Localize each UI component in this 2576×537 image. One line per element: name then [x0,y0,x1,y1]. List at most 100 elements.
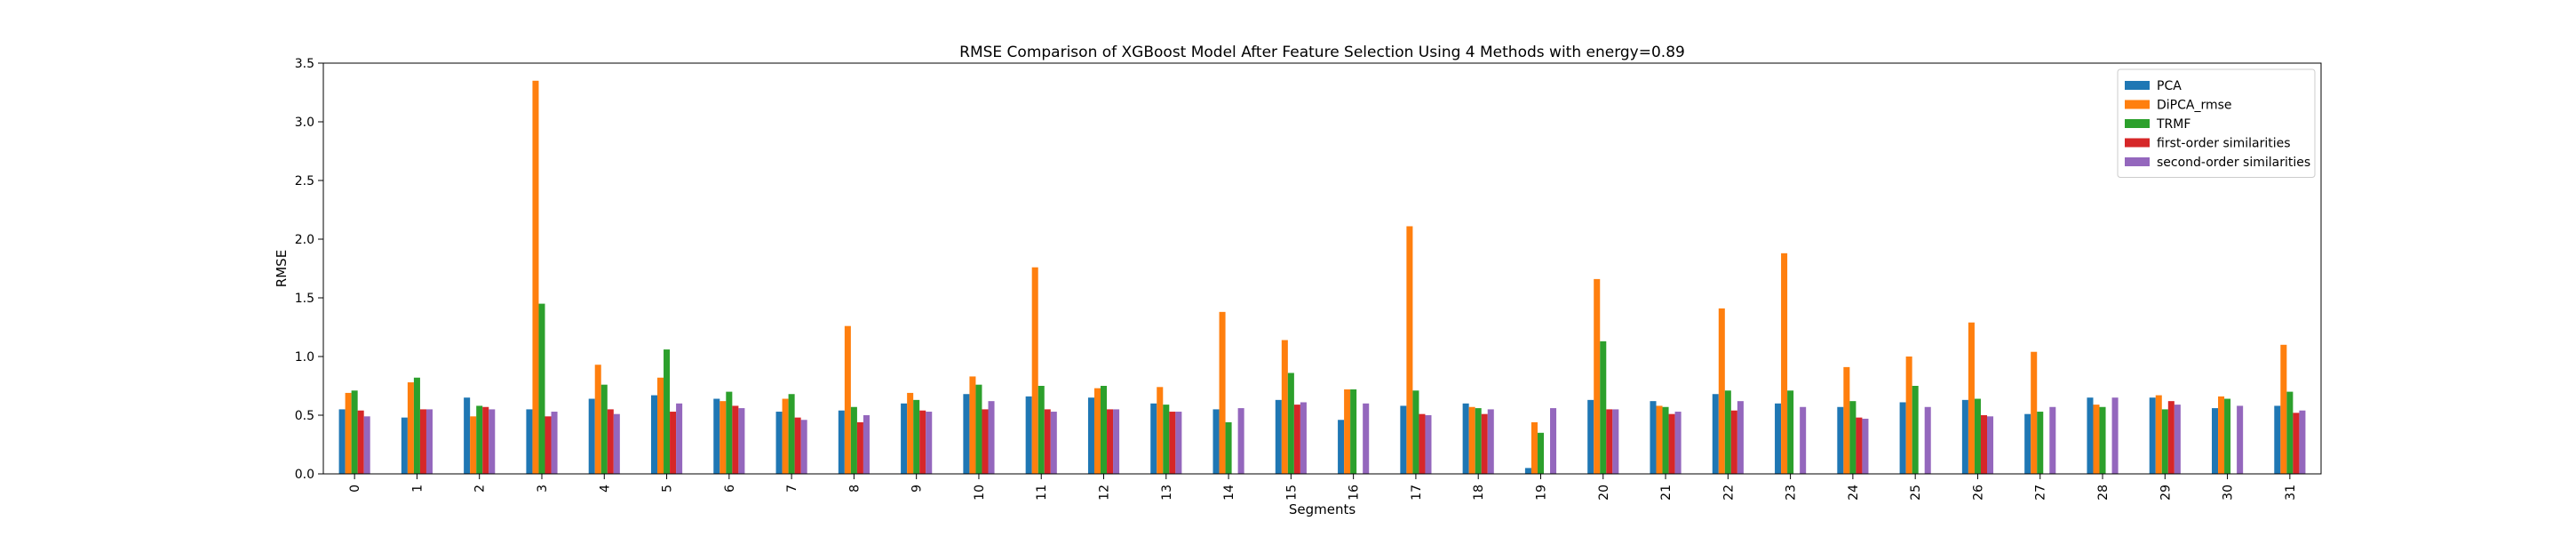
bar-second-order-similarities-seg-19 [1550,408,1557,474]
bar-dipca-rmse-seg-10 [969,376,976,474]
bar-pca-seg-18 [1462,403,1469,474]
bar-second-order-similarities-seg-25 [1924,406,1931,474]
bar-pca-seg-2 [464,397,471,474]
legend-box [2117,68,2316,178]
bar-pca-seg-9 [901,403,908,474]
bar-second-order-similarities-seg-24 [1862,418,1869,474]
y-tick-label: 2.5 [295,174,314,188]
bar-second-order-similarities-seg-20 [1612,409,1619,474]
bar-first-order-similarities-seg-21 [1668,413,1675,474]
x-tick-label: 13 [1160,485,1174,501]
bar-trmf-seg-23 [1787,390,1794,474]
bar-trmf-seg-8 [850,406,857,474]
bar-trmf-seg-18 [1475,408,1482,474]
bar-trmf-seg-31 [2286,391,2294,474]
bar-pca-seg-1 [401,417,408,474]
bar-second-order-similarities-seg-10 [988,401,995,474]
bar-dipca-rmse-seg-26 [1968,322,1975,474]
bar-dipca-rmse-seg-3 [532,80,539,475]
bar-pca-seg-0 [338,409,346,474]
bar-second-order-similarities-seg-21 [1674,412,1682,474]
bar-second-order-similarities-seg-9 [926,412,933,474]
x-tick-label: 29 [2159,485,2173,501]
bar-dipca-rmse-seg-6 [720,401,727,474]
y-tick-label: 1.5 [295,292,314,306]
bar-second-order-similarities-seg-12 [1113,409,1120,474]
legend-swatch [2125,157,2150,166]
bar-pca-seg-12 [1087,397,1094,474]
x-tick-label: 14 [1222,485,1236,501]
x-tick-label: 0 [348,485,362,493]
bar-trmf-seg-29 [2161,409,2168,474]
bar-pca-seg-19 [1524,468,1531,474]
bar-dipca-rmse-seg-14 [1219,311,1226,474]
bar-pca-seg-27 [2024,413,2031,474]
bar-dipca-rmse-seg-29 [2155,395,2162,474]
bar-dipca-rmse-seg-13 [1157,387,1164,474]
bar-dipca-rmse-seg-4 [594,365,601,474]
bar-trmf-seg-3 [538,303,545,474]
bar-second-order-similarities-seg-30 [2237,405,2244,474]
x-tick-label: 24 [1847,485,1861,501]
bar-trmf-seg-25 [1912,386,1919,474]
bar-second-order-similarities-seg-18 [1487,409,1494,474]
bar-trmf-seg-27 [2037,412,2044,474]
bar-first-order-similarities-seg-1 [419,409,426,474]
x-tick-label: 3 [536,485,550,493]
bar-first-order-similarities-seg-2 [482,406,489,474]
bar-pca-seg-6 [713,398,720,474]
bar-dipca-rmse-seg-24 [1843,366,1850,474]
bar-pca-seg-23 [1775,403,1782,474]
bar-dipca-rmse-seg-8 [844,325,851,474]
bar-dipca-rmse-seg-23 [1781,252,1788,474]
bar-pca-seg-16 [1338,420,1345,474]
bar-trmf-seg-11 [1038,386,1045,474]
bar-second-order-similarities-seg-27 [2049,406,2056,474]
x-tick-label: 10 [973,485,987,501]
x-tick-label: 4 [598,485,612,493]
x-tick-label: 6 [723,485,737,493]
bar-first-order-similarities-seg-6 [732,405,739,474]
bar-dipca-rmse-seg-22 [1718,308,1725,474]
legend-swatch [2125,138,2150,148]
x-tick-label: 26 [1971,485,1985,501]
bar-dipca-rmse-seg-12 [1093,388,1101,474]
bar-first-order-similarities-seg-9 [919,410,926,474]
bar-dipca-rmse-seg-30 [2218,396,2225,474]
bar-dipca-rmse-seg-31 [2280,344,2287,474]
x-tick-label: 15 [1284,485,1299,501]
x-tick-label: 2 [473,485,488,493]
bar-dipca-rmse-seg-21 [1656,405,1663,474]
bar-trmf-seg-1 [413,377,420,474]
bar-second-order-similarities-seg-13 [1175,412,1182,474]
legend-swatch [2125,81,2150,90]
bar-trmf-seg-0 [351,390,358,474]
bar-second-order-similarities-seg-5 [676,403,683,474]
bar-pca-seg-3 [526,409,533,474]
bar-trmf-seg-14 [1225,421,1232,474]
bar-second-order-similarities-seg-29 [2174,405,2181,474]
x-axis-label: Segments [1289,501,1356,517]
bar-pca-seg-29 [2149,397,2156,474]
bar-trmf-seg-9 [913,399,920,474]
chart-title: RMSE Comparison of XGBoost Model After F… [959,44,1685,61]
bar-dipca-rmse-seg-7 [782,398,789,474]
bar-trmf-seg-30 [2224,398,2231,474]
bar-first-order-similarities-seg-12 [1107,409,1114,474]
x-tick-label: 21 [1659,485,1674,501]
bar-pca-seg-20 [1587,399,1594,474]
x-tick-label: 28 [2096,485,2111,501]
bar-second-order-similarities-seg-16 [1363,403,1370,474]
bar-dipca-rmse-seg-25 [1905,357,1912,474]
bar-second-order-similarities-seg-17 [1425,415,1432,474]
bar-pca-seg-17 [1400,405,1407,474]
x-tick-label: 23 [1785,485,1799,501]
y-tick-label: 2.0 [295,233,314,247]
bar-first-order-similarities-seg-17 [1419,413,1426,474]
bar-pca-seg-26 [1961,399,1968,474]
legend-entry-label: PCA [2157,79,2182,93]
bar-pca-seg-28 [2087,397,2094,474]
bar-dipca-rmse-seg-1 [407,382,414,474]
bar-second-order-similarities-seg-28 [2111,397,2119,474]
